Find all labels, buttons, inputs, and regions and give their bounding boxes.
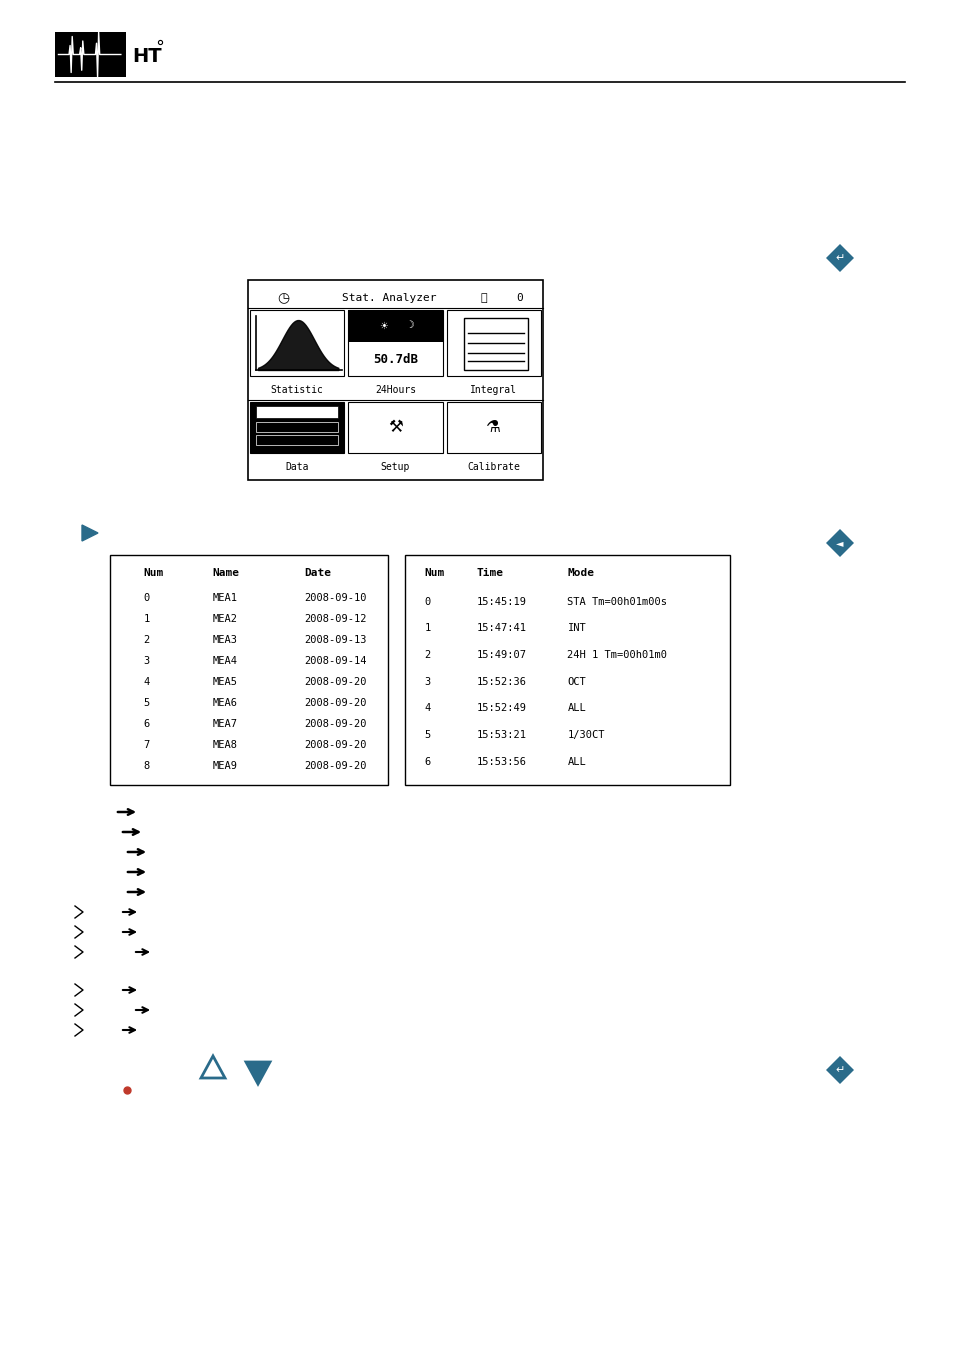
Bar — [464, 317, 528, 370]
Text: 2: 2 — [424, 650, 431, 661]
Text: 5: 5 — [424, 730, 431, 740]
Text: Integral: Integral — [470, 385, 517, 394]
Bar — [250, 309, 344, 376]
Text: Statistic: Statistic — [271, 385, 323, 394]
Text: ⏳: ⏳ — [480, 293, 487, 303]
Text: 2008-09-20: 2008-09-20 — [304, 762, 367, 771]
Text: 15:53:21: 15:53:21 — [476, 730, 526, 740]
Text: 15:49:07: 15:49:07 — [476, 650, 526, 661]
Text: 0: 0 — [424, 597, 431, 607]
Text: ↵: ↵ — [835, 253, 843, 263]
Bar — [446, 403, 540, 453]
Text: 5: 5 — [143, 698, 150, 708]
Text: MEA5: MEA5 — [213, 677, 237, 688]
Text: 2008-09-20: 2008-09-20 — [304, 740, 367, 750]
Text: ↵: ↵ — [835, 1065, 843, 1075]
Text: MEA9: MEA9 — [213, 762, 237, 771]
Text: 15:47:41: 15:47:41 — [476, 623, 526, 634]
Text: ALL: ALL — [567, 757, 586, 766]
Text: 50.7dB: 50.7dB — [373, 353, 417, 366]
Text: 0: 0 — [143, 593, 150, 603]
Text: MEA4: MEA4 — [213, 657, 237, 666]
Text: 15:45:19: 15:45:19 — [476, 597, 526, 607]
Text: 3: 3 — [424, 677, 431, 686]
Bar — [446, 309, 540, 376]
Text: Date: Date — [304, 567, 332, 578]
Text: 6: 6 — [143, 719, 150, 730]
Bar — [110, 555, 388, 785]
Text: STA Tm=00h01m00s: STA Tm=00h01m00s — [567, 597, 667, 607]
Text: ◷: ◷ — [277, 290, 289, 305]
Text: Time: Time — [476, 567, 503, 578]
Polygon shape — [825, 1056, 853, 1084]
Polygon shape — [825, 530, 853, 557]
Text: 24H 1 Tm=00h01m0: 24H 1 Tm=00h01m0 — [567, 650, 667, 661]
Bar — [255, 407, 338, 417]
Bar — [248, 280, 542, 480]
Text: 1: 1 — [143, 615, 150, 624]
Polygon shape — [246, 1062, 270, 1084]
Bar — [255, 435, 338, 444]
Text: 2008-09-13: 2008-09-13 — [304, 635, 367, 646]
Text: ☽: ☽ — [405, 320, 415, 331]
Text: 1: 1 — [424, 623, 431, 634]
Text: Data: Data — [285, 462, 309, 471]
Bar — [348, 403, 442, 453]
Text: Stat. Analyzer: Stat. Analyzer — [342, 293, 436, 303]
Bar — [255, 422, 338, 432]
Text: 4: 4 — [424, 704, 431, 713]
Text: INT: INT — [567, 623, 586, 634]
Text: Mode: Mode — [567, 567, 594, 578]
Text: 3: 3 — [143, 657, 150, 666]
Text: 15:52:36: 15:52:36 — [476, 677, 526, 686]
Text: 2008-09-20: 2008-09-20 — [304, 698, 367, 708]
Polygon shape — [825, 245, 853, 272]
Text: 2008-09-20: 2008-09-20 — [304, 719, 367, 730]
Text: MEA2: MEA2 — [213, 615, 237, 624]
Text: Calibrate: Calibrate — [467, 462, 519, 471]
Text: Num: Num — [143, 567, 163, 578]
Bar — [405, 555, 729, 785]
Text: MEA3: MEA3 — [213, 635, 237, 646]
Text: MEA1: MEA1 — [213, 593, 237, 603]
Bar — [55, 32, 127, 77]
Text: MEA7: MEA7 — [213, 719, 237, 730]
Text: MEA8: MEA8 — [213, 740, 237, 750]
Text: 7: 7 — [143, 740, 150, 750]
Text: 1/30CT: 1/30CT — [567, 730, 604, 740]
Text: 6: 6 — [424, 757, 431, 766]
Text: HT: HT — [132, 47, 161, 66]
Text: MEA6: MEA6 — [213, 698, 237, 708]
Text: 4: 4 — [143, 677, 150, 688]
Text: 2008-09-20: 2008-09-20 — [304, 677, 367, 688]
Text: Setup: Setup — [380, 462, 410, 471]
Bar — [348, 309, 442, 342]
Polygon shape — [201, 1056, 225, 1078]
Bar — [348, 309, 442, 376]
Text: 24Hours: 24Hours — [375, 385, 416, 394]
Text: 0: 0 — [516, 293, 522, 303]
Text: ☀: ☀ — [379, 320, 388, 331]
Text: Num: Num — [424, 567, 444, 578]
Text: 2008-09-14: 2008-09-14 — [304, 657, 367, 666]
Text: Name: Name — [213, 567, 239, 578]
Text: ⚒: ⚒ — [388, 419, 402, 436]
Text: 15:52:49: 15:52:49 — [476, 704, 526, 713]
Text: ALL: ALL — [567, 704, 586, 713]
Text: 2008-09-12: 2008-09-12 — [304, 615, 367, 624]
Polygon shape — [82, 526, 98, 540]
Bar — [250, 403, 344, 453]
Text: 2: 2 — [143, 635, 150, 646]
Text: 15:53:56: 15:53:56 — [476, 757, 526, 766]
Text: 8: 8 — [143, 762, 150, 771]
Text: ⚗: ⚗ — [486, 419, 500, 436]
Text: 2008-09-10: 2008-09-10 — [304, 593, 367, 603]
Text: ◄: ◄ — [836, 538, 842, 549]
Text: OCT: OCT — [567, 677, 586, 686]
